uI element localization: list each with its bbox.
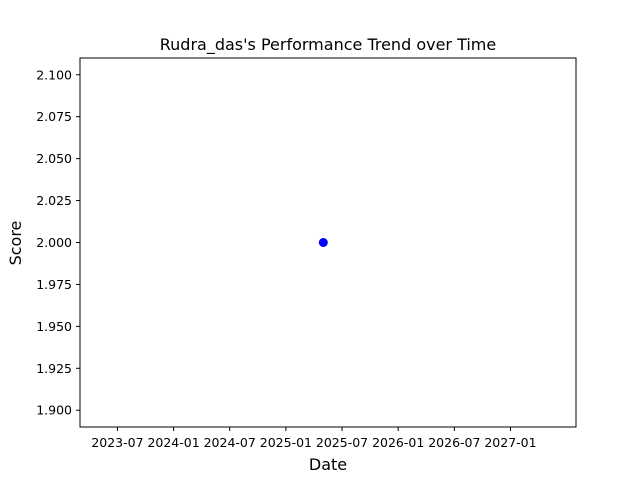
chart-title: Rudra_das's Performance Trend over Time	[160, 35, 496, 55]
x-tick-label: 2027-01	[484, 435, 536, 450]
x-tick-label: 2023-07	[91, 435, 143, 450]
y-tick-label: 2.000	[36, 235, 72, 250]
x-tick-label: 2026-07	[428, 435, 480, 450]
y-tick-label: 1.975	[36, 277, 72, 292]
x-tick-label: 2024-07	[204, 435, 256, 450]
x-tick-label: 2025-07	[316, 435, 368, 450]
y-axis: 1.900 1.925 1.950 1.975 2.000 2.025 2.050 2.075…	[36, 67, 80, 418]
x-tick-label: 2025-01	[260, 435, 312, 450]
x-axis-title: Date	[309, 455, 347, 474]
plot-area	[79, 57, 577, 428]
data-points	[318, 238, 328, 247]
y-tick-label: 1.925	[36, 361, 72, 376]
y-tick-label: 2.075	[36, 109, 72, 124]
x-tick-label: 2026-01	[372, 435, 424, 450]
y-axis-title: Score	[6, 221, 25, 266]
data-point	[318, 238, 328, 247]
x-axis: 2023-07 2024-01 2024-07 2025-01 2025-07 2026-…	[91, 427, 537, 450]
y-tick-label: 2.025	[36, 193, 72, 208]
y-tick-label: 1.950	[36, 319, 72, 334]
y-tick-label: 1.900	[36, 403, 72, 418]
x-tick-label: 2024-01	[147, 435, 199, 450]
y-tick-label: 2.100	[36, 67, 72, 82]
y-tick-label: 2.050	[36, 151, 72, 166]
